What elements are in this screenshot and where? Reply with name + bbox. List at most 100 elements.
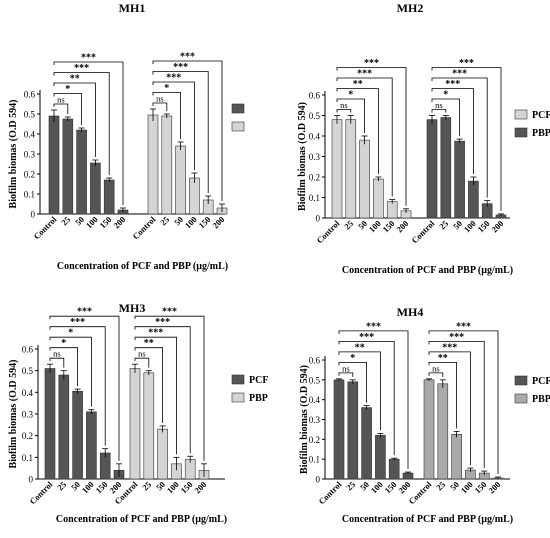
x-tick-label: 200 xyxy=(192,479,208,495)
significance-label: *** xyxy=(77,307,92,318)
bar xyxy=(90,162,101,215)
x-axis-label: Concentration of PCF and PBP (µg/mL) xyxy=(56,514,227,525)
legend-swatch xyxy=(514,375,528,386)
significance-bracket xyxy=(152,71,209,193)
y-tick-label: 0.6 xyxy=(22,345,34,355)
y-tick-label: 0.1 xyxy=(22,453,33,463)
x-tick-label: 50 xyxy=(154,479,167,492)
y-tick-label: 0 xyxy=(31,210,36,220)
significance-label: *** xyxy=(364,58,379,69)
y-tick-label: 0.1 xyxy=(24,190,35,200)
significance-label: *** xyxy=(357,69,372,80)
y-tick-label: 0.5 xyxy=(309,375,321,385)
x-axis-label: Concentration of PCF and PBP (µg/mL) xyxy=(57,261,228,272)
bar xyxy=(76,129,87,215)
y-tick-label: 0.2 xyxy=(22,431,33,441)
legend-label: PCF xyxy=(532,110,550,121)
significance-label: ns xyxy=(138,349,146,359)
significance-bracket xyxy=(336,109,352,113)
x-tick-label: 50 xyxy=(451,218,464,231)
bar xyxy=(359,139,370,219)
significance-label: *** xyxy=(459,58,474,69)
y-tick-label: 0.4 xyxy=(309,395,321,405)
y-axis-label: Biofilm biomas (O.D 594) xyxy=(299,365,310,474)
x-tick-label: 50 xyxy=(73,214,86,227)
y-tick-label: 0.5 xyxy=(24,110,36,120)
significance-bracket xyxy=(134,357,150,368)
bar xyxy=(373,178,384,219)
y-tick-label: 0.6 xyxy=(309,91,321,101)
bar xyxy=(440,117,452,219)
x-tick-label: 200 xyxy=(486,479,502,495)
bar xyxy=(426,119,438,219)
y-tick-label: 0.6 xyxy=(309,356,321,366)
significance-label: *** xyxy=(359,332,374,343)
bar xyxy=(58,374,70,480)
legend-swatch xyxy=(514,393,528,404)
significance-label: ns xyxy=(432,363,440,373)
bar xyxy=(157,428,168,480)
significance-bracket xyxy=(431,109,447,113)
bar xyxy=(333,379,345,480)
significance-bracket xyxy=(336,98,365,133)
significance-label: *** xyxy=(155,317,170,328)
significance-bracket xyxy=(338,330,409,470)
y-tick-label: 0.2 xyxy=(24,170,35,180)
bar xyxy=(347,381,359,480)
significance-bracket xyxy=(428,372,444,377)
bar xyxy=(143,372,155,480)
significance-bracket xyxy=(336,67,407,206)
significance-bracket xyxy=(428,340,485,469)
significance-label: ns xyxy=(57,95,65,105)
significance-bracket xyxy=(134,315,205,461)
legend-swatch xyxy=(514,109,528,120)
significance-bracket xyxy=(134,347,163,423)
significance-label: * xyxy=(164,83,169,94)
significance-label: ns xyxy=(53,349,61,359)
y-tick-label: 0.4 xyxy=(24,130,36,140)
significance-bracket xyxy=(428,330,499,475)
significance-label: *** xyxy=(442,342,457,353)
significance-label: *** xyxy=(81,53,96,64)
bar xyxy=(331,119,343,219)
significance-bracket xyxy=(49,315,120,461)
significance-label: ** xyxy=(355,342,365,353)
significance-label: ** xyxy=(438,353,448,364)
y-axis-label: Biofilm biomas (O.D 594) xyxy=(297,102,308,211)
x-axis-label: Concentration of PCF and PBP (µg/mL) xyxy=(342,514,513,525)
x-tick-label: 50 xyxy=(448,479,461,492)
y-tick-label: 0.5 xyxy=(309,111,321,121)
x-tick-label: 25 xyxy=(158,214,171,227)
y-tick-label: 0.6 xyxy=(24,90,36,100)
legend-swatch xyxy=(231,121,245,132)
chart-title: MH2 xyxy=(397,1,424,15)
x-tick-label: 25 xyxy=(344,479,357,492)
y-axis-label: Biofilm biomas (O.D 594) xyxy=(8,360,19,469)
x-tick-label: Control xyxy=(409,218,436,245)
significance-label: ns xyxy=(156,94,164,104)
y-tick-label: 0.5 xyxy=(22,366,34,376)
bar xyxy=(161,115,173,215)
bar xyxy=(454,140,465,219)
significance-label: *** xyxy=(456,321,471,332)
significance-label: *** xyxy=(162,307,177,318)
significance-label: * xyxy=(61,338,66,349)
significance-label: *** xyxy=(180,52,195,63)
significance-bracket xyxy=(49,347,78,387)
y-tick-label: 0.3 xyxy=(24,150,36,160)
bar xyxy=(103,179,115,215)
significance-label: *** xyxy=(173,62,188,73)
x-tick-label: 200 xyxy=(396,479,412,495)
legend-label: PBP xyxy=(249,393,268,404)
chart-title: MH1 xyxy=(119,1,146,15)
legend-swatch xyxy=(231,392,245,403)
significance-label: * xyxy=(350,353,355,364)
y-tick-label: 0.1 xyxy=(309,455,320,465)
significance-label: * xyxy=(348,90,353,101)
legend-swatch xyxy=(231,374,245,385)
y-tick-label: 0 xyxy=(316,214,321,224)
x-tick-label: 200 xyxy=(210,214,226,230)
y-axis-label: Biofilm biomas (O.D 594) xyxy=(8,100,19,209)
bar xyxy=(62,118,74,215)
